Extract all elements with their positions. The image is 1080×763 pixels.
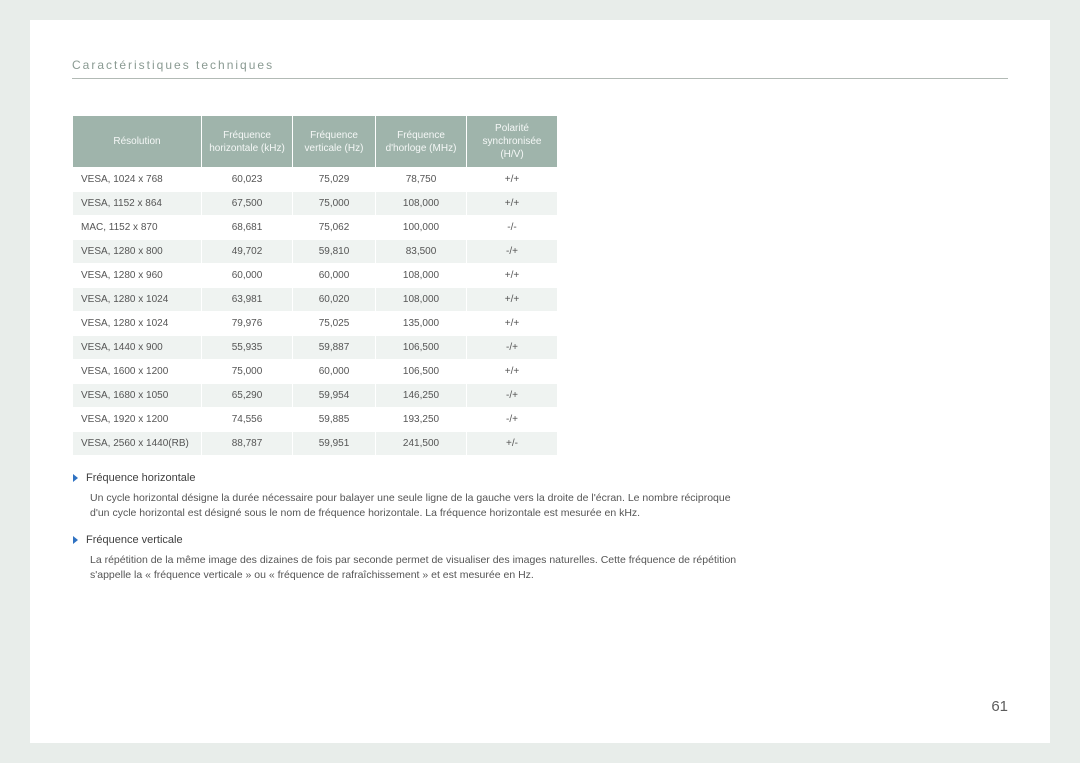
table-cell: 59,810 [293,240,376,264]
col-header-vfreq: Fréquence verticale (Hz) [293,116,376,168]
table-cell: -/+ [467,384,558,408]
table-cell: VESA, 1280 x 1024 [73,312,202,336]
table-cell: MAC, 1152 x 870 [73,216,202,240]
table-cell: -/- [467,216,558,240]
table-cell: 79,976 [202,312,293,336]
notes-section: Fréquence horizontale Un cycle horizontal… [72,470,1008,584]
bullet-icon [72,474,80,482]
note-body: Un cycle horizontal désigne la durée néc… [90,491,750,523]
table-cell: +/- [467,432,558,456]
table-cell: 106,500 [376,360,467,384]
table-cell: 59,954 [293,384,376,408]
table-cell: 63,981 [202,288,293,312]
table-cell: +/+ [467,264,558,288]
table-cell: VESA, 1280 x 800 [73,240,202,264]
note-heading: Fréquence verticale [72,532,1008,549]
table-cell: VESA, 1680 x 1050 [73,384,202,408]
table-cell: VESA, 1920 x 1200 [73,408,202,432]
table-row: VESA, 1680 x 105065,29059,954146,250-/+ [73,384,558,408]
table-cell: VESA, 1152 x 864 [73,192,202,216]
col-header-hfreq: Fréquence horizontale (kHz) [202,116,293,168]
table-row: VESA, 1280 x 80049,70259,81083,500-/+ [73,240,558,264]
note-heading: Fréquence horizontale [72,470,1008,487]
table-cell: VESA, 1280 x 960 [73,264,202,288]
page-title: Caractéristiques techniques [72,58,1008,79]
table-cell: +/+ [467,168,558,192]
table-cell: +/+ [467,288,558,312]
table-cell: 146,250 [376,384,467,408]
col-header-clock: Fréquence d'horloge (MHz) [376,116,467,168]
table-row: VESA, 1600 x 120075,00060,000106,500+/+ [73,360,558,384]
table-cell: 55,935 [202,336,293,360]
table-cell: 60,000 [293,360,376,384]
note-body: La répétition de la même image des dizai… [90,553,750,585]
page-sheet: Caractéristiques techniques Résolution F… [30,20,1050,743]
table-cell: 75,000 [293,192,376,216]
content-area: Caractéristiques techniques Résolution F… [72,58,1008,715]
col-header-polarity: Polarité synchronisée (H/V) [467,116,558,168]
table-cell: 108,000 [376,288,467,312]
note-title: Fréquence verticale [86,532,183,549]
table-row: VESA, 1280 x 102463,98160,020108,000+/+ [73,288,558,312]
table-row: VESA, 1024 x 76860,02375,02978,750+/+ [73,168,558,192]
page-number: 61 [991,698,1008,715]
table-cell: 108,000 [376,192,467,216]
table-cell: 60,000 [202,264,293,288]
table-row: VESA, 1920 x 120074,55659,885193,250-/+ [73,408,558,432]
table-cell: 108,000 [376,264,467,288]
table-cell: 100,000 [376,216,467,240]
table-cell: 75,062 [293,216,376,240]
table-row: VESA, 1440 x 90055,93559,887106,500-/+ [73,336,558,360]
table-cell: 193,250 [376,408,467,432]
note-title: Fréquence horizontale [86,470,195,487]
note-item: Fréquence horizontale Un cycle horizontal… [72,470,1008,522]
table-cell: 78,750 [376,168,467,192]
table-row: VESA, 2560 x 1440(RB)88,78759,951241,500… [73,432,558,456]
table-row: VESA, 1280 x 96060,00060,000108,000+/+ [73,264,558,288]
table-cell: 59,885 [293,408,376,432]
table-cell: 135,000 [376,312,467,336]
col-header-resolution: Résolution [73,116,202,168]
table-cell: 59,887 [293,336,376,360]
table-cell: 83,500 [376,240,467,264]
table-cell: +/+ [467,360,558,384]
table-cell: 60,000 [293,264,376,288]
spec-table: Résolution Fréquence horizontale (kHz) F… [72,115,558,456]
table-cell: 59,951 [293,432,376,456]
table-cell: VESA, 1024 x 768 [73,168,202,192]
table-cell: 75,029 [293,168,376,192]
table-cell: 74,556 [202,408,293,432]
table-cell: 241,500 [376,432,467,456]
table-cell: VESA, 1440 x 900 [73,336,202,360]
table-cell: 88,787 [202,432,293,456]
table-cell: VESA, 1600 x 1200 [73,360,202,384]
table-cell: +/+ [467,192,558,216]
table-cell: 60,020 [293,288,376,312]
table-header-row: Résolution Fréquence horizontale (kHz) F… [73,116,558,168]
table-cell: 75,000 [202,360,293,384]
table-cell: 49,702 [202,240,293,264]
table-cell: +/+ [467,312,558,336]
table-cell: 75,025 [293,312,376,336]
table-row: VESA, 1152 x 86467,50075,000108,000+/+ [73,192,558,216]
table-cell: 65,290 [202,384,293,408]
note-item: Fréquence verticale La répétition de la m… [72,532,1008,584]
bullet-icon [72,536,80,544]
table-cell: 67,500 [202,192,293,216]
table-cell: -/+ [467,240,558,264]
table-cell: 60,023 [202,168,293,192]
table-cell: VESA, 1280 x 1024 [73,288,202,312]
table-cell: -/+ [467,408,558,432]
table-row: VESA, 1280 x 102479,97675,025135,000+/+ [73,312,558,336]
table-cell: 106,500 [376,336,467,360]
table-cell: -/+ [467,336,558,360]
table-cell: VESA, 2560 x 1440(RB) [73,432,202,456]
table-cell: 68,681 [202,216,293,240]
table-row: MAC, 1152 x 87068,68175,062100,000-/- [73,216,558,240]
